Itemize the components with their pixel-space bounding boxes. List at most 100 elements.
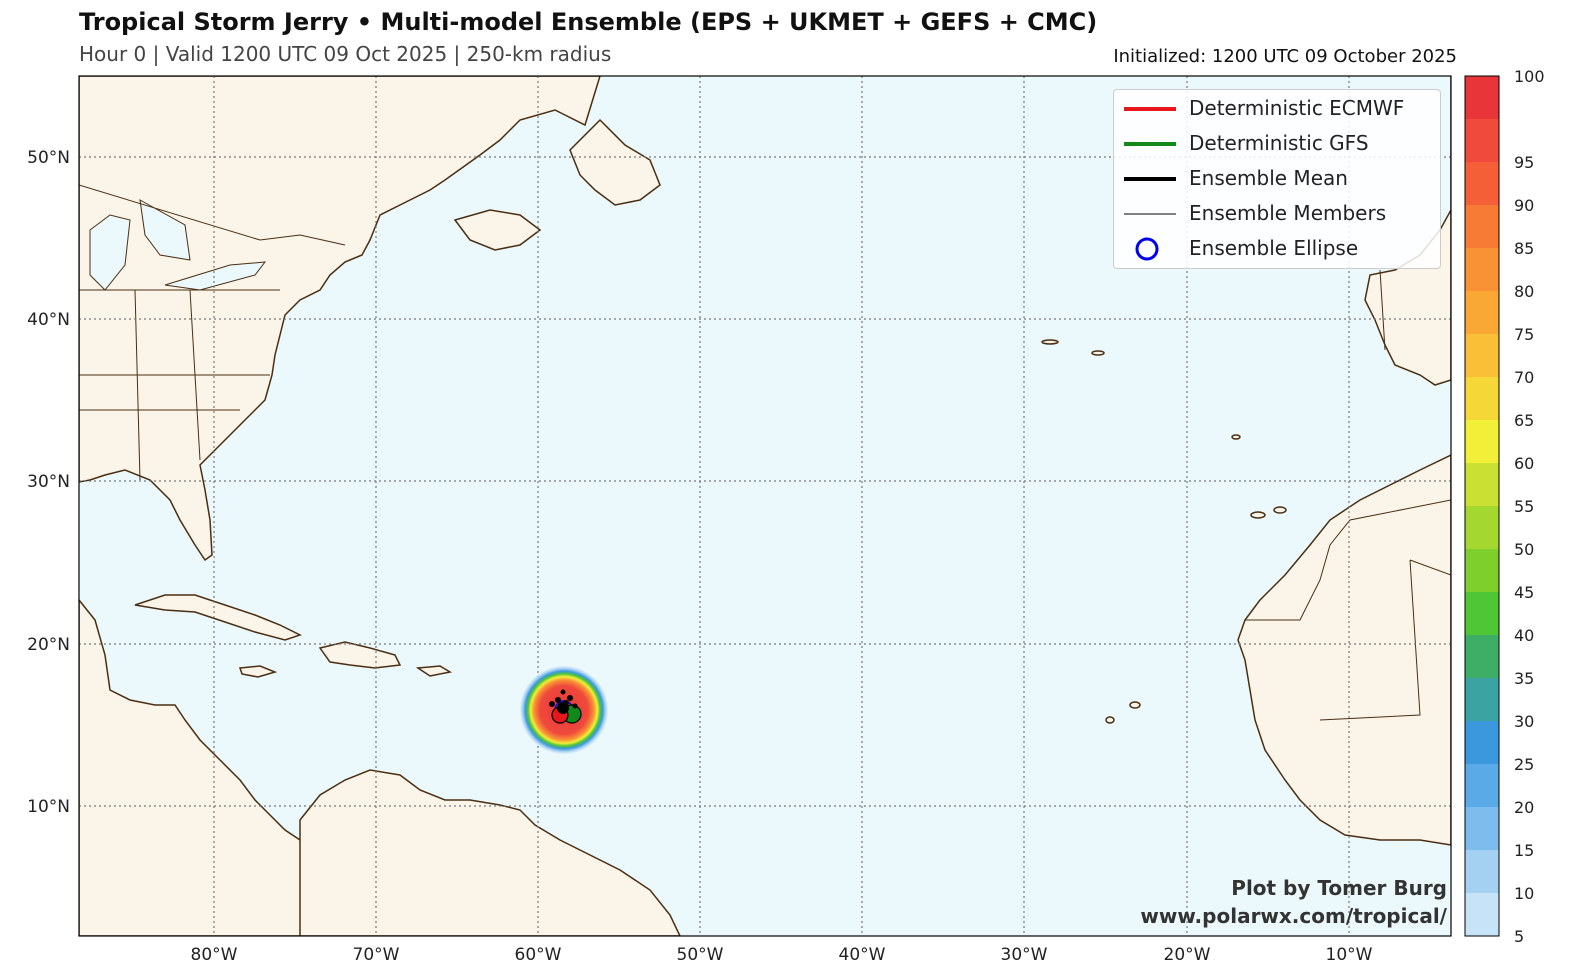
colorbar-label: 60: [1514, 454, 1534, 473]
lat-tick-label: 40°N: [27, 310, 70, 330]
colorbar-label: 20: [1514, 798, 1534, 817]
colorbar-label: 35: [1514, 669, 1534, 688]
colorbar-swatch: [1465, 506, 1499, 550]
legend-item-gfs: Deterministic GFS: [1114, 127, 1440, 161]
legend-item-ensemble-ellipse: Ensemble Ellipse: [1114, 232, 1440, 266]
thin-line-icon: [1124, 213, 1176, 215]
map-subtitle: Hour 0 | Valid 1200 UTC 09 Oct 2025 | 25…: [79, 42, 612, 66]
colorbar-label: 75: [1514, 325, 1534, 344]
north-america-land: [79, 76, 601, 562]
lat-tick-label: 30°N: [27, 472, 70, 492]
lat-tick-label: 20°N: [27, 635, 70, 655]
initialized-time: Initialized: 1200 UTC 09 October 2025: [1113, 46, 1457, 67]
legend-label: Ensemble Ellipse: [1189, 236, 1359, 260]
africa-land: [1237, 454, 1451, 846]
colorbar-label: 50: [1514, 540, 1534, 559]
colorbar-swatch: [1465, 807, 1499, 851]
probability-colorbar: 100 95 90 85 80 75 70 65 60 55 50 45 40 35 30 25 20 15 10 5: [1464, 67, 1545, 946]
puerto-rico-land: [415, 665, 453, 677]
lat-tick-label: 50°N: [27, 148, 70, 168]
colorbar-swatch: [1465, 334, 1499, 378]
colorbar-label: 45: [1514, 583, 1534, 602]
colorbar-label: 55: [1514, 497, 1534, 516]
colorbar-swatch: [1465, 850, 1499, 894]
credit-author: Plot by Tomer Burg: [1231, 876, 1447, 900]
colorbar-swatch: [1465, 162, 1499, 206]
colorbar-swatch: [1465, 420, 1499, 464]
south-america-land: [299, 769, 681, 936]
newfoundland-land: [569, 118, 661, 206]
black-line-icon: [1124, 177, 1176, 181]
legend-item-ensemble-mean: Ensemble Mean: [1114, 162, 1440, 196]
colorbar-swatch: [1465, 893, 1499, 937]
colorbar-label: 25: [1514, 755, 1534, 774]
colorbar-label: 15: [1514, 841, 1534, 860]
colorbar-swatch: [1465, 635, 1499, 679]
hispaniola-land: [318, 641, 402, 669]
colorbar-swatch: [1465, 764, 1499, 808]
legend-label: Deterministic ECMWF: [1189, 96, 1405, 120]
credit-url: www.polarwx.com/tropical/: [1140, 904, 1447, 928]
colorbar-swatch: [1465, 721, 1499, 765]
ensemble-member-dot: [572, 703, 578, 709]
colorbar-swatch: [1465, 678, 1499, 722]
storm-probability: [520, 666, 608, 754]
colorbar-swatch: [1465, 549, 1499, 593]
lon-tick-label: 50°W: [677, 945, 724, 965]
colorbar-label: 30: [1514, 712, 1534, 731]
colorbar-label: 85: [1514, 239, 1534, 258]
nova-scotia-land: [453, 209, 542, 251]
lon-tick-label: 70°W: [353, 945, 400, 965]
borders: [79, 184, 1451, 721]
jamaica-land: [238, 665, 278, 678]
azores-island: [1041, 339, 1059, 345]
ensemble-member-dot: [555, 697, 561, 703]
azores-island: [1091, 350, 1105, 356]
lon-tick-label: 10°W: [1326, 945, 1373, 965]
lon-axis: 80°W 70°W 60°W 50°W 40°W 30°W 20°W 10°W: [191, 945, 1373, 965]
colorbar-label: 65: [1514, 411, 1534, 430]
canary-island: [1273, 506, 1287, 514]
legend-label: Ensemble Mean: [1189, 166, 1348, 190]
colorbar-label: 10: [1514, 884, 1534, 903]
lon-tick-label: 30°W: [1001, 945, 1048, 965]
colorbar-swatch: [1465, 291, 1499, 335]
canary-island: [1250, 511, 1266, 519]
great-lakes: [89, 199, 267, 291]
colorbar-swatch: [1465, 119, 1499, 163]
legend-label: Ensemble Members: [1189, 201, 1387, 225]
lat-tick-label: 10°N: [27, 797, 70, 817]
legend-item-ensemble-members: Ensemble Members: [1114, 197, 1440, 231]
colorbar-label: 5: [1514, 927, 1524, 946]
legend-label: Deterministic GFS: [1189, 131, 1369, 155]
colorbar-label: 70: [1514, 368, 1534, 387]
colorbar-swatch: [1465, 377, 1499, 421]
land-masses: [79, 76, 1451, 936]
graticule: [79, 76, 1451, 936]
credit: Plot by Tomer Burg www.polarwx.com/tropi…: [1140, 874, 1447, 930]
madeira-island: [1231, 434, 1241, 440]
colorbar-label: 95: [1514, 153, 1534, 172]
ensemble-member-dot: [549, 701, 555, 707]
colorbar-label: 80: [1514, 282, 1534, 301]
blue-circle-icon: [1135, 237, 1159, 261]
green-line-icon: [1124, 142, 1176, 146]
map-frame: [78, 75, 1452, 937]
cape-verde-island: [1105, 716, 1115, 724]
ensemble-mean-marker: [557, 702, 569, 714]
colorbar-label: 90: [1514, 196, 1534, 215]
cuba-land: [134, 594, 302, 641]
lat-axis: 50°N 40°N 30°N 20°N 10°N: [27, 148, 70, 817]
ensemble-member-dot: [560, 689, 566, 695]
colorbar-frame: [1464, 75, 1500, 937]
colorbar-swatch: [1465, 205, 1499, 249]
legend: Deterministic ECMWF Deterministic GFS En…: [1113, 89, 1441, 269]
colorbar-label: 100: [1514, 67, 1545, 86]
legend-item-ecmwf: Deterministic ECMWF: [1114, 92, 1440, 126]
colorbar-swatch: [1465, 248, 1499, 292]
colorbar-swatch: [1465, 592, 1499, 636]
lon-tick-label: 40°W: [839, 945, 886, 965]
cape-verde-island: [1129, 701, 1141, 709]
colorbar-swatch: [1465, 463, 1499, 507]
map-title: Tropical Storm Jerry • Multi-model Ensem…: [79, 8, 1098, 36]
